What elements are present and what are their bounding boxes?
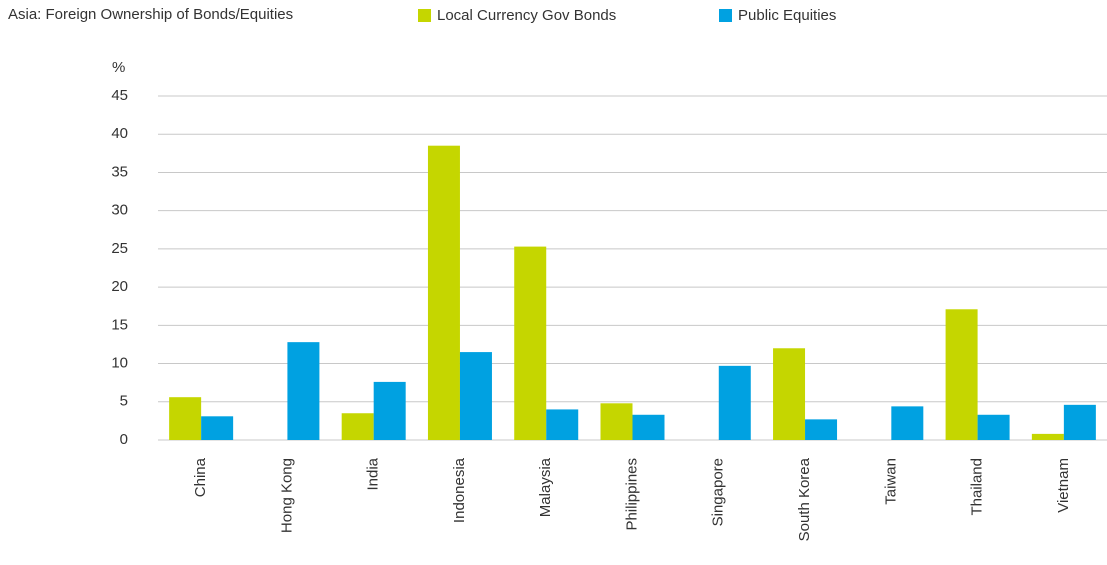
bar bbox=[632, 414, 665, 440]
bar bbox=[773, 348, 806, 440]
bar bbox=[891, 406, 924, 440]
x-tick-label: Hong Kong bbox=[278, 458, 295, 533]
x-tick-label: Malaysia bbox=[537, 457, 554, 517]
x-tick-label: Thailand bbox=[969, 458, 986, 516]
y-tick-label: 30 bbox=[111, 202, 128, 219]
x-tick-label: India bbox=[365, 457, 382, 490]
x-tick-label: Vietnam bbox=[1055, 458, 1072, 513]
bar bbox=[373, 381, 406, 440]
y-tick-label: 0 bbox=[120, 431, 128, 448]
bar bbox=[945, 309, 978, 440]
x-tick-label: Philippines bbox=[623, 458, 640, 531]
y-tick-label: 35 bbox=[111, 163, 128, 180]
x-tick-label: China bbox=[192, 457, 209, 497]
bar bbox=[546, 409, 579, 440]
y-tick-label: 15 bbox=[111, 316, 128, 333]
y-tick-label: 45 bbox=[111, 87, 128, 104]
x-tick-label: Indonesia bbox=[451, 457, 468, 523]
y-axis-label: % bbox=[112, 59, 125, 76]
legend-label: Local Currency Gov Bonds bbox=[437, 7, 616, 24]
y-tick-label: 40 bbox=[111, 125, 128, 142]
bar bbox=[977, 414, 1010, 440]
bar bbox=[1031, 433, 1064, 440]
y-tick-label: 25 bbox=[111, 240, 128, 257]
legend-swatch bbox=[418, 9, 431, 22]
x-tick-label: Singapore bbox=[710, 458, 727, 526]
bar bbox=[287, 342, 320, 440]
bar bbox=[514, 246, 547, 440]
x-tick-label: South Korea bbox=[796, 457, 813, 541]
x-tick-label: Taiwan bbox=[882, 458, 899, 505]
legend-label: Public Equities bbox=[738, 7, 836, 24]
bar bbox=[805, 419, 838, 440]
y-tick-label: 20 bbox=[111, 278, 128, 295]
bar bbox=[600, 403, 633, 440]
bar bbox=[201, 416, 234, 440]
bar bbox=[169, 397, 202, 440]
y-tick-label: 10 bbox=[111, 355, 128, 372]
bar bbox=[427, 145, 460, 440]
bar bbox=[1063, 404, 1096, 440]
bar bbox=[718, 365, 751, 440]
legend-swatch bbox=[719, 9, 732, 22]
bar bbox=[341, 413, 374, 440]
bar bbox=[459, 352, 492, 440]
chart-title: Asia: Foreign Ownership of Bonds/Equitie… bbox=[8, 6, 293, 23]
y-tick-label: 5 bbox=[120, 393, 128, 410]
